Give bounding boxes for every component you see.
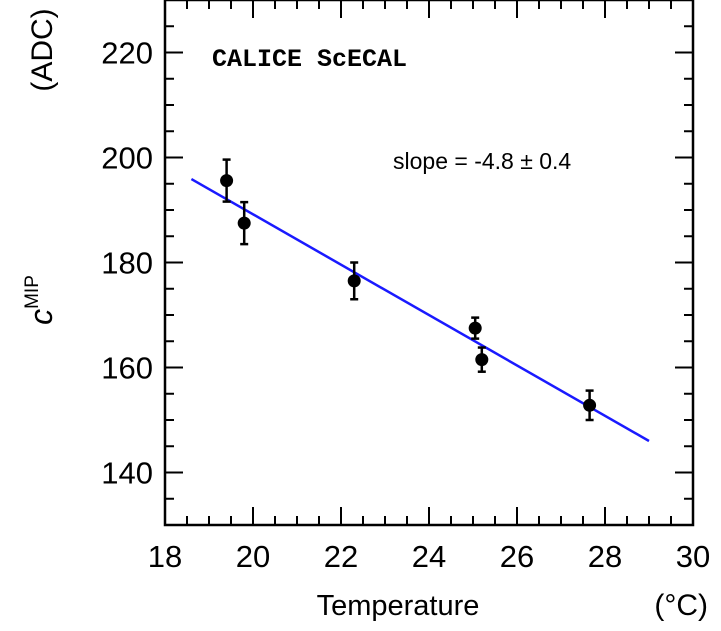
data-point (583, 389, 597, 422)
point-marker (347, 274, 361, 288)
y-tick-label: 160 (101, 351, 153, 386)
data-point (468, 316, 482, 340)
plot-frame (163, 0, 695, 527)
point-marker (220, 174, 234, 188)
point-marker (237, 216, 251, 230)
y-tick-label: 140 (101, 456, 153, 491)
data-point (237, 200, 251, 246)
plot-axes (163, 0, 695, 527)
x-tick-label: 28 (588, 539, 622, 574)
y-axis-label: cMIP (22, 275, 59, 325)
point-marker (583, 398, 597, 412)
data-point (475, 346, 489, 373)
slope-annotation: slope = -4.8 ± 0.4 (393, 148, 571, 174)
data-point (220, 158, 234, 203)
x-tick-label: 24 (412, 539, 446, 574)
point-marker (475, 353, 489, 367)
x-tick-label: 30 (676, 539, 710, 574)
y-axis-symbol: c (23, 309, 59, 325)
y-axis-unit: (ADC) (26, 8, 59, 91)
fit-line-group (190, 177, 650, 443)
y-tick-label: 200 (101, 141, 153, 176)
point-marker (468, 321, 482, 335)
axis-ticks: 18 20 22 24 26 28 30 140 160 180 200 220 (101, 0, 710, 574)
y-axis-superscript: MIP (22, 275, 43, 309)
x-tick-label: 26 (500, 539, 534, 574)
x-axis-label: Temperature (317, 590, 480, 622)
y-tick-label: 180 (101, 246, 153, 281)
x-axis-unit: (°C) (654, 589, 708, 622)
x-tick-label: 18 (148, 539, 182, 574)
data-points-group (220, 158, 597, 422)
y-tick-label: 220 (101, 36, 153, 71)
x-tick-label: 20 (236, 539, 270, 574)
x-tick-label: 22 (324, 539, 358, 574)
chart-title: CALICE ScECAL (212, 45, 407, 74)
fit-line (190, 177, 650, 443)
data-point (347, 261, 361, 301)
svg-text:cMIP: cMIP (22, 275, 59, 325)
